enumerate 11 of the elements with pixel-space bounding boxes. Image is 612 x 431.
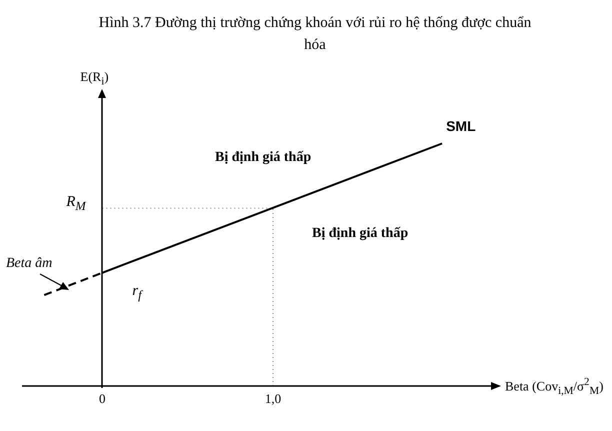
annotation: Bị định giá thấp — [215, 150, 312, 166]
y-axis-title: E(R$_{i}$) — [80, 69, 109, 88]
x-axis-title: Beta (Cov$_{i,M}$/σ$^{2}$$_{M}$) — [505, 376, 604, 397]
annotation: Beta âm — [6, 256, 52, 272]
annotation: r$_{f}$ — [132, 282, 142, 303]
x-tick-label: 0 — [99, 391, 106, 406]
x-tick-label: 1,0 — [264, 391, 282, 406]
annotation: Bị định giá thấp — [312, 226, 408, 242]
chart-title: Hình 3.7 Đường thị trường chứng khoán với rủi ro hệ thống được chuẩn hóa — [98, 14, 532, 55]
ref-line-label: R$_{M}$ — [66, 194, 86, 214]
series-label: SML — [446, 118, 476, 134]
